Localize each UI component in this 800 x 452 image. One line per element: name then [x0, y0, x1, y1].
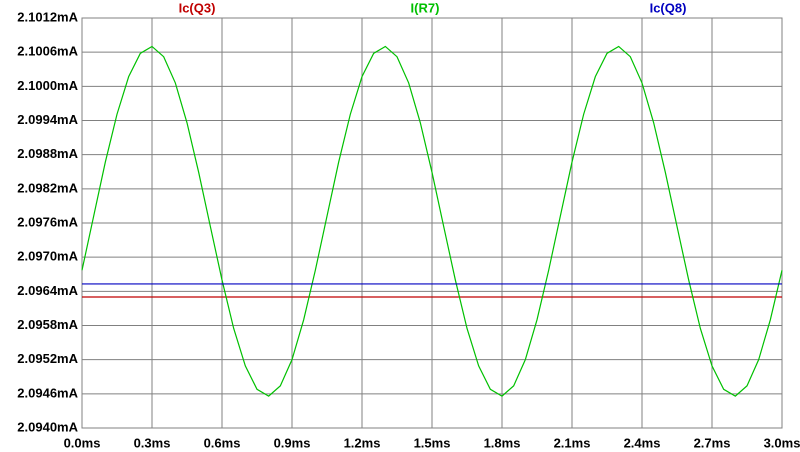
- x-tick-label: 0.3ms: [134, 435, 171, 450]
- x-tick-label: 3.0ms: [764, 435, 800, 450]
- x-tick-label: 2.1ms: [554, 435, 591, 450]
- x-tick-label: 0.6ms: [204, 435, 241, 450]
- x-tick-label: 1.2ms: [344, 435, 381, 450]
- x-tick-label: 2.7ms: [694, 435, 731, 450]
- y-tick-label: 2.0964mA: [17, 283, 78, 298]
- y-tick-label: 2.1000mA: [17, 78, 78, 93]
- x-tick-label: 1.8ms: [484, 435, 521, 450]
- x-tick-label: 0.9ms: [274, 435, 311, 450]
- y-tick-label: 2.0952mA: [17, 351, 78, 366]
- x-tick-label: 2.4ms: [624, 435, 661, 450]
- x-tick-label: 0.0ms: [64, 435, 101, 450]
- y-tick-label: 2.0976mA: [17, 214, 78, 229]
- series-line: [81, 45, 783, 397]
- y-tick-label: 2.0940mA: [17, 419, 78, 434]
- plot-frame: [81, 17, 783, 429]
- legend-label: Ic(Q3): [179, 0, 216, 15]
- y-tick-label: 2.0994mA: [17, 112, 78, 127]
- y-tick-label: 2.0988mA: [17, 146, 78, 161]
- y-tick-label: 2.0982mA: [17, 180, 78, 195]
- y-tick-label: 2.0970mA: [17, 249, 78, 264]
- y-tick-label: 2.0958mA: [17, 317, 78, 332]
- legend-label: Ic(Q8): [650, 0, 687, 15]
- legend-label: I(R7): [411, 0, 440, 15]
- y-tick-label: 2.1012mA: [17, 9, 78, 24]
- y-tick-label: 2.0946mA: [17, 385, 78, 400]
- x-tick-label: 1.5ms: [414, 435, 451, 450]
- y-tick-label: 2.1006mA: [17, 44, 78, 59]
